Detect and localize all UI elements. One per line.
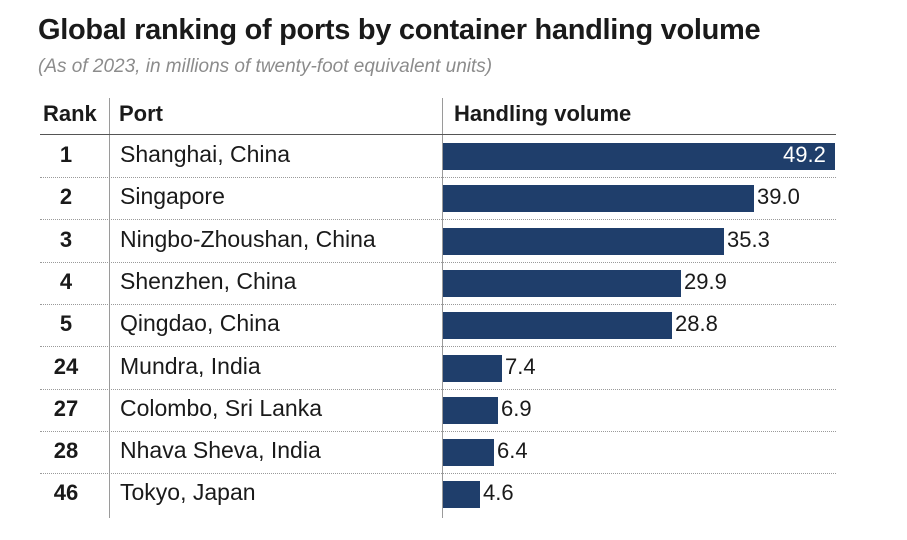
- port-column-header: Port: [119, 101, 163, 126]
- value-label: 39.0: [757, 184, 800, 210]
- bar: [443, 227, 724, 255]
- volume-column-header: Handling volume: [454, 101, 632, 126]
- bar: [443, 439, 494, 467]
- port-label: Nhava Sheva, India: [120, 437, 321, 464]
- rank-label: 28: [53, 438, 79, 464]
- table-row: 4 Shenzhen, China 29.9: [0, 263, 907, 305]
- value-label: 35.3: [727, 226, 770, 252]
- port-label: Shanghai, China: [120, 141, 291, 167]
- rank-label: 1: [59, 142, 73, 167]
- port-label: Singapore: [120, 183, 225, 210]
- rank-label: 24: [53, 353, 79, 379]
- table-row: 2 Singapore 39.0: [0, 178, 907, 221]
- bar: [443, 269, 681, 297]
- row-separator: [40, 261, 836, 263]
- value-label: 6.9: [501, 395, 532, 421]
- row-separator: [40, 473, 836, 475]
- table-row: 46 Tokyo, Japan 4.6: [0, 474, 907, 516]
- bar: [443, 396, 498, 424]
- table-row: 1 Shanghai, China 49.2: [0, 136, 907, 178]
- rank-column-header: Rank: [43, 101, 97, 126]
- header-rule: [40, 134, 836, 135]
- table-row: 3 Ningbo-Zhoushan, China 35.3: [0, 221, 907, 263]
- rank-label: 5: [59, 311, 73, 337]
- port-label: Ningbo-Zhoushan, China: [120, 225, 376, 252]
- rank-label: 27: [53, 395, 79, 421]
- rank-port-divider: [109, 98, 110, 518]
- value-label: 49.2: [783, 142, 826, 167]
- port-label: Qingdao, China: [120, 310, 280, 337]
- row-separator: [40, 177, 836, 178]
- bar: [443, 312, 672, 340]
- table-row: 27 Colombo, Sri Lanka 6.9: [0, 390, 907, 432]
- rank-label: 4: [59, 268, 73, 294]
- table-row: 28 Nhava Sheva, India 6.4: [0, 432, 907, 475]
- rank-label: 46: [53, 480, 79, 506]
- port-label: Colombo, Sri Lanka: [120, 394, 322, 421]
- port-label: Shenzhen, China: [120, 267, 297, 294]
- bar: [443, 143, 835, 170]
- row-separator: [40, 219, 836, 221]
- row-separator: [40, 430, 836, 432]
- bar: [443, 481, 480, 509]
- rank-label: 2: [59, 184, 73, 210]
- value-label: 28.8: [675, 311, 718, 337]
- value-label: 4.6: [483, 480, 514, 506]
- table-row: 5 Qingdao, China 28.8: [0, 305, 907, 348]
- rank-label: 3: [59, 226, 73, 252]
- row-separator: [40, 388, 836, 390]
- row-separator: [40, 346, 836, 348]
- chart-subtitle: (As of 2023, in millions of twenty-foot …: [38, 56, 493, 77]
- port-label: Mundra, India: [120, 352, 261, 379]
- value-label: 7.4: [505, 353, 536, 379]
- chart-title: Global ranking of ports by container han…: [38, 14, 761, 46]
- bar: [443, 354, 502, 382]
- port-volume-divider: [442, 98, 443, 518]
- table-row: 24 Mundra, India 7.4: [0, 348, 907, 390]
- row-separator: [40, 303, 836, 305]
- value-label: 29.9: [684, 268, 727, 294]
- value-label: 6.4: [497, 438, 528, 464]
- port-label: Tokyo, Japan: [120, 479, 256, 506]
- bar: [443, 185, 754, 213]
